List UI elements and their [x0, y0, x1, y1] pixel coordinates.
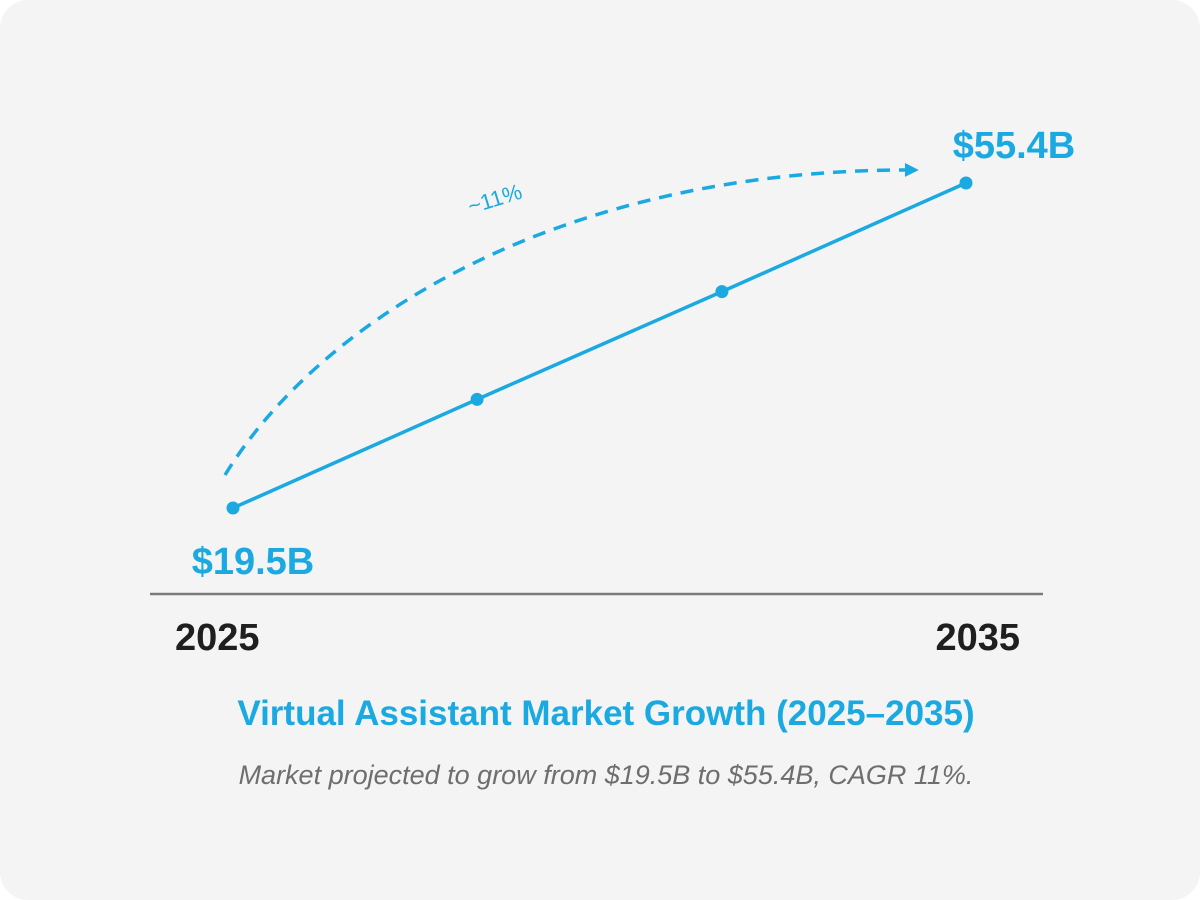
data-point-2028.33: [470, 392, 484, 406]
series-line: [231, 181, 968, 510]
cagr-annotation-label: ~11%: [465, 179, 525, 219]
data-point-2031.67: [715, 285, 729, 299]
data-labels: $19.5B $55.4B: [192, 125, 1076, 583]
chart-subtitle: Market projected to grow from $19.5B to …: [238, 760, 974, 790]
chart-plot: ~11% $19.5B $55.4B 2025 2035: [150, 125, 1076, 659]
chart-title: Virtual Assistant Market Growth (2025–20…: [237, 694, 975, 733]
cagr-arrow: [223, 162, 919, 476]
x-tick-label-2025: 2025: [175, 617, 260, 659]
data-point-2035: [959, 176, 973, 190]
series-market-size: [226, 176, 973, 515]
x-tick-label-2035: 2035: [935, 617, 1020, 659]
data-label-2025: $19.5B: [192, 541, 315, 583]
data-point-2025: [226, 501, 240, 515]
data-label-2035: $55.4B: [953, 125, 1076, 167]
